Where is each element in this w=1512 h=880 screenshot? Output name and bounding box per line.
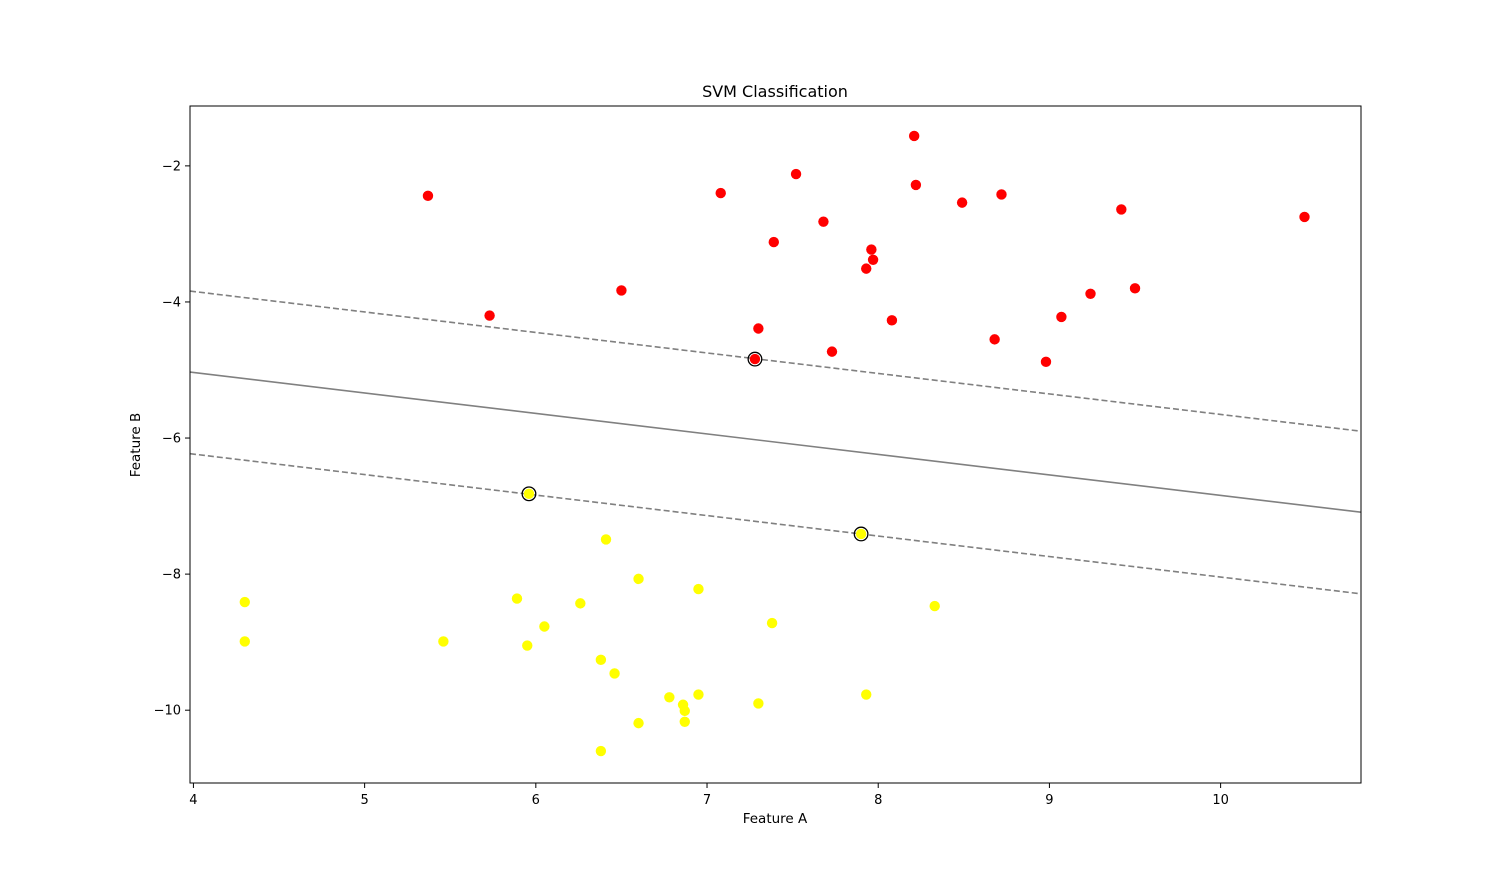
data-point xyxy=(523,488,535,500)
data-point xyxy=(600,534,612,545)
data-point xyxy=(679,705,690,717)
data-point xyxy=(908,130,920,142)
data-point xyxy=(616,285,627,296)
x-axis: 4 5 6 7 8 9 10 xyxy=(189,783,1229,808)
data-point xyxy=(790,168,802,180)
margin-line xyxy=(190,452,1361,595)
data-point xyxy=(910,179,922,191)
data-point xyxy=(1056,311,1067,323)
data-point xyxy=(1129,283,1141,294)
data-point xyxy=(522,640,533,651)
data-point xyxy=(239,596,250,608)
data-point xyxy=(818,216,829,227)
data-point xyxy=(866,244,877,255)
data-point xyxy=(855,528,867,540)
data-point xyxy=(929,600,940,612)
data-point xyxy=(715,187,726,199)
y-tick-label: −6 xyxy=(162,432,181,447)
y-tick-label: −2 xyxy=(162,159,181,174)
data-point xyxy=(826,346,838,357)
data-point xyxy=(693,689,704,700)
data-point xyxy=(575,598,586,609)
data-point xyxy=(693,583,704,595)
data-point xyxy=(633,573,644,585)
y-axis-label: Feature B xyxy=(128,413,144,478)
data-point xyxy=(861,689,872,700)
data-point xyxy=(422,190,434,202)
data-point xyxy=(438,636,449,647)
data-point xyxy=(1116,204,1127,215)
data-point xyxy=(867,254,879,265)
data-point xyxy=(768,236,779,248)
data-point xyxy=(679,716,690,727)
x-tick-label: 7 xyxy=(703,793,711,808)
x-tick-label: 9 xyxy=(1045,793,1053,808)
y-tick-label: −10 xyxy=(154,704,181,719)
data-point xyxy=(1040,356,1052,368)
data-point xyxy=(484,310,495,321)
data-point xyxy=(749,353,761,365)
x-tick-label: 4 xyxy=(189,793,197,808)
x-tick-label: 5 xyxy=(360,793,368,808)
x-axis-label: Feature A xyxy=(743,811,808,827)
y-tick-label: −4 xyxy=(162,295,181,310)
data-point xyxy=(539,621,550,632)
data-point xyxy=(595,745,607,757)
data-point xyxy=(861,263,872,274)
data-point xyxy=(609,668,620,679)
data-point xyxy=(1085,288,1096,299)
margin-line xyxy=(190,290,1361,433)
data-point xyxy=(595,654,607,666)
plot-frame xyxy=(189,105,1362,784)
data-point xyxy=(989,334,1000,345)
data-point xyxy=(664,692,675,703)
data-point xyxy=(511,593,523,604)
y-tick-label: −8 xyxy=(162,568,181,583)
data-point xyxy=(239,636,250,647)
x-tick-label: 8 xyxy=(874,793,882,808)
x-tick-label: 6 xyxy=(532,793,540,808)
data-point xyxy=(1299,211,1310,223)
data-point xyxy=(956,197,968,208)
plot-area xyxy=(190,130,1361,757)
support-vector-marker xyxy=(747,351,763,367)
data-point xyxy=(996,189,1007,200)
data-point xyxy=(753,323,764,334)
x-tick-label: 10 xyxy=(1212,793,1229,808)
data-point xyxy=(633,717,644,729)
decision-boundary-line xyxy=(190,371,1361,513)
y-axis: −2 −4 −6 −8 −10 xyxy=(154,159,190,719)
data-point xyxy=(753,698,764,709)
support-vector-marker xyxy=(521,486,537,502)
chart-title: SVM Classification xyxy=(702,82,848,101)
support-vector-marker xyxy=(853,526,869,542)
data-point xyxy=(766,617,778,629)
data-point xyxy=(886,315,898,326)
